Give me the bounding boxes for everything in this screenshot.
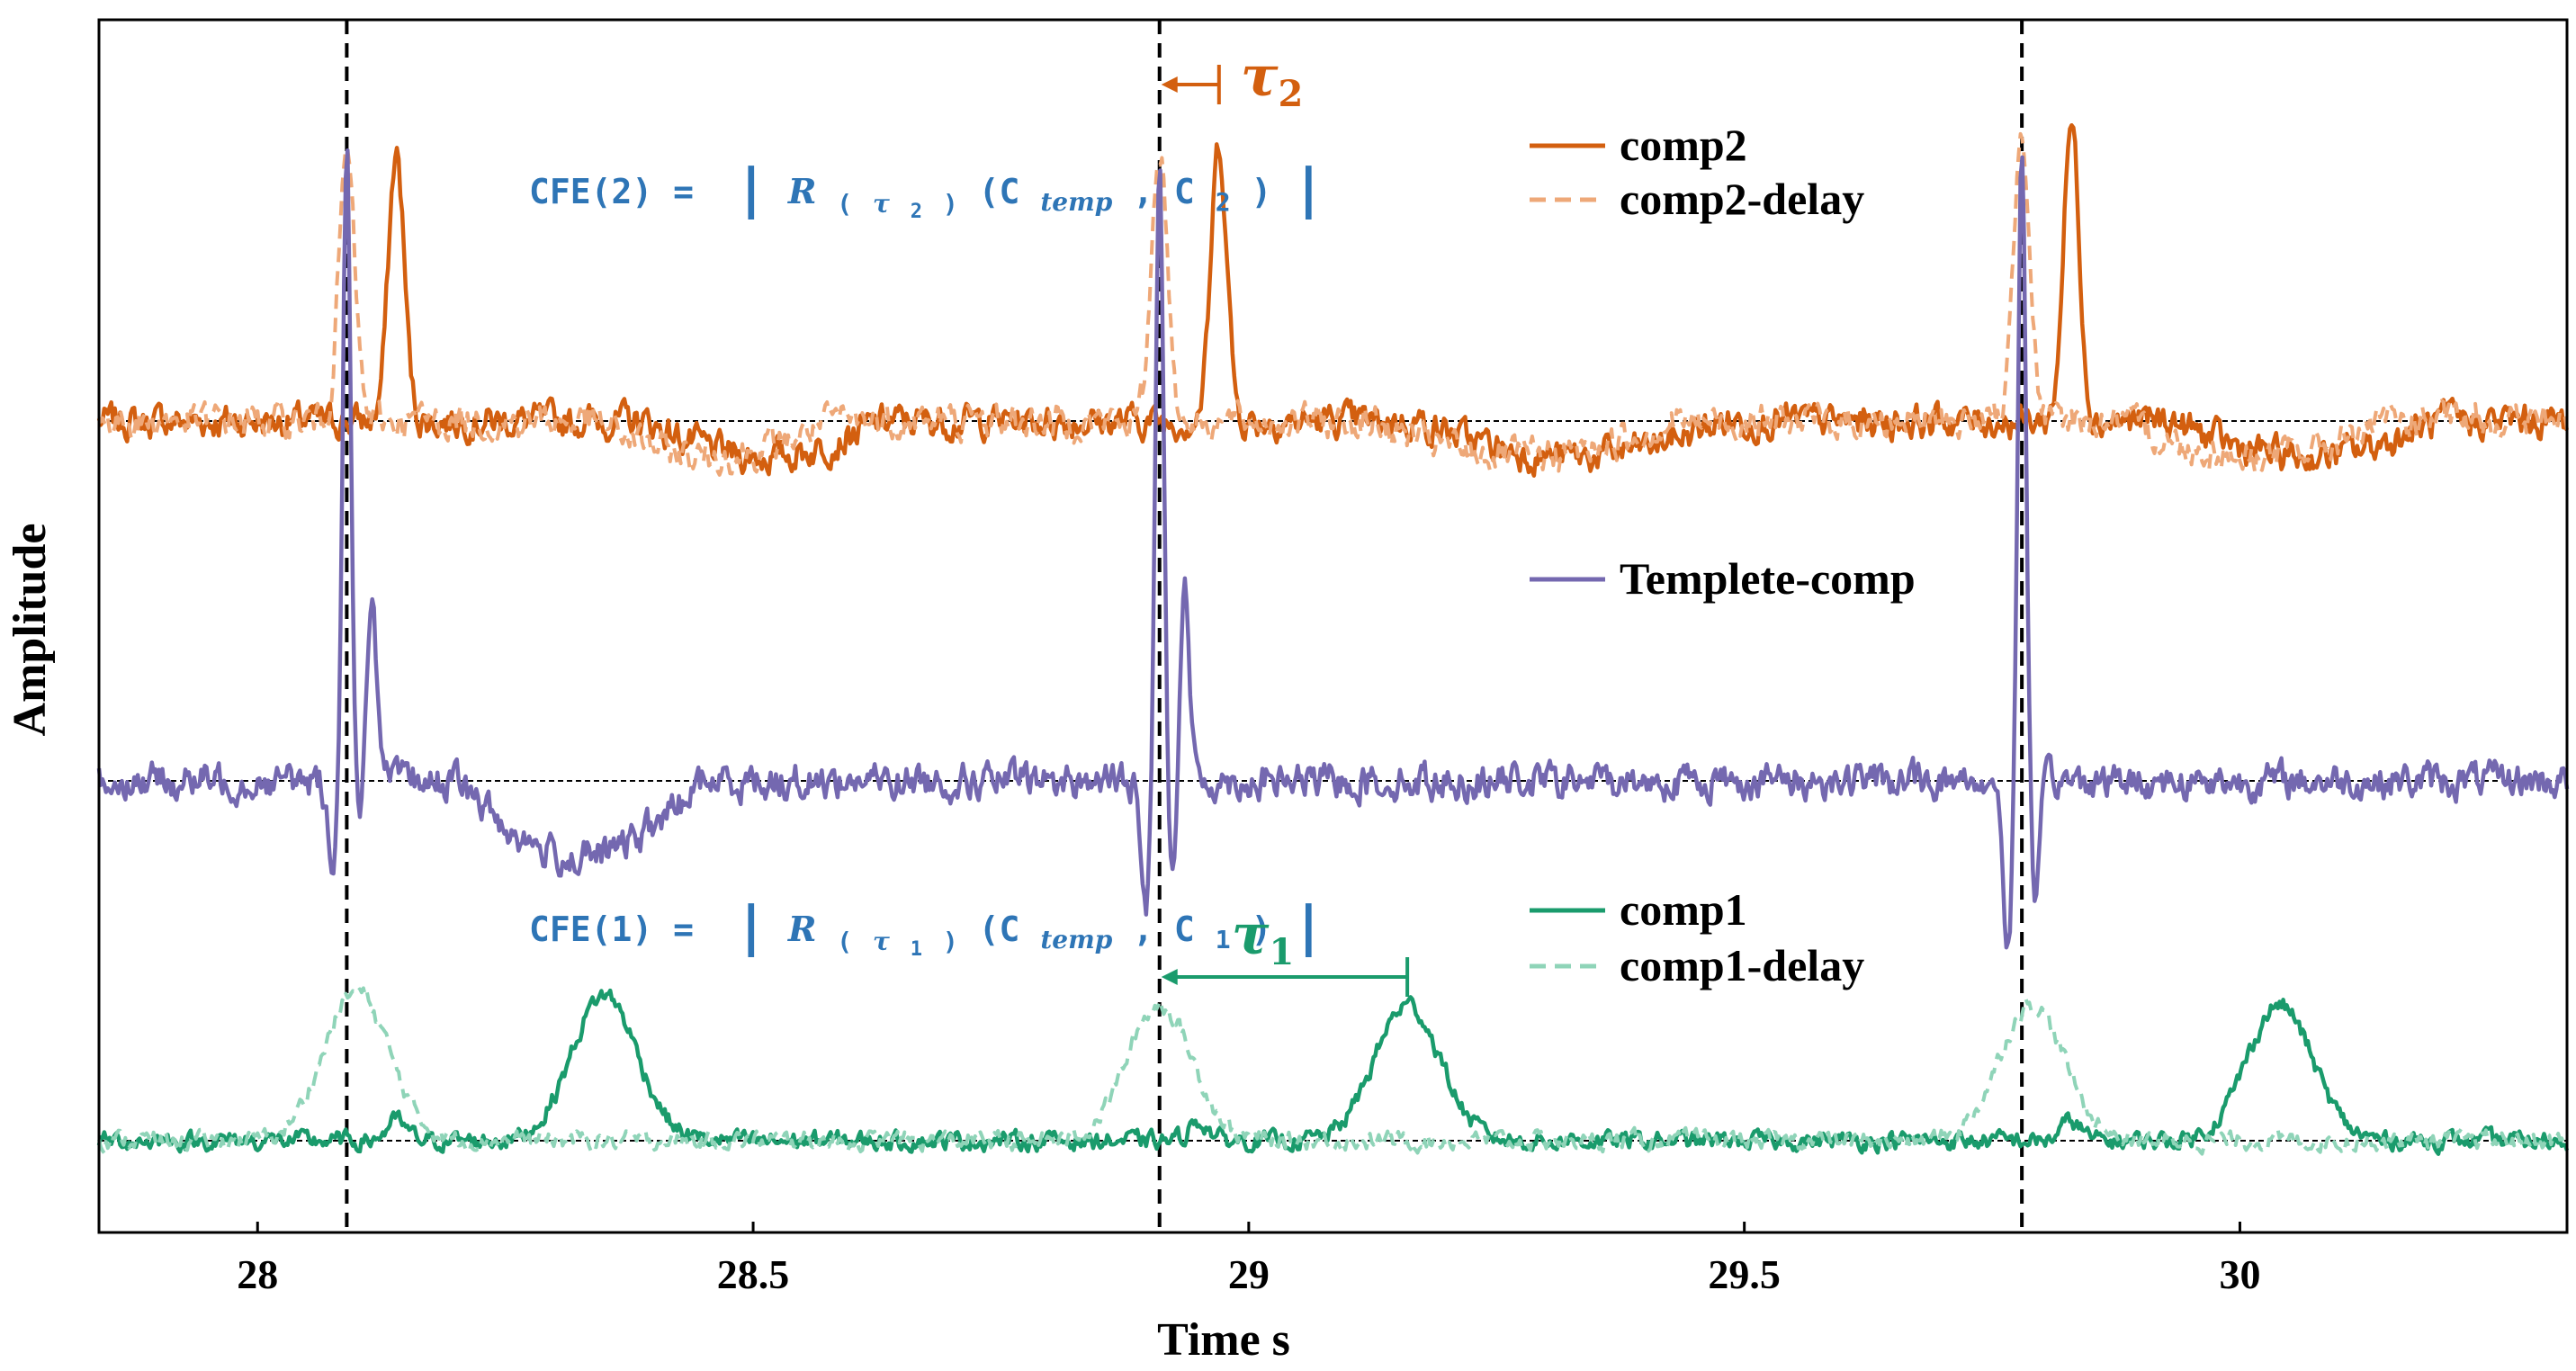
y-axis-label: Amplitude	[4, 524, 56, 737]
legend-label-comp2-delay: comp2-delay	[1620, 174, 1864, 224]
svg-text:CFE(1) = | R: CFE(1) = | R ( τ 1 ) (C temp , C 1 ) |	[529, 895, 1324, 963]
cfe1-annotation: CFE(1) = | R ( τ 1 ) (C temp , C 1 ) |	[529, 895, 1324, 963]
legend-label-comp2: comp2	[1620, 120, 1747, 170]
cfe2-r: R	[787, 171, 817, 211]
cfe1-close: )	[1251, 910, 1271, 949]
x-ticks: 28 28.5 29 29.5 30	[237, 1222, 2260, 1297]
cfe1-paren-close: )	[943, 927, 958, 956]
tau1-sub: 1	[1269, 931, 1294, 973]
tau2-sub: 2	[1279, 73, 1304, 115]
cfe2-open: (C	[979, 172, 1020, 211]
cfe1-r: R	[787, 909, 817, 949]
x-tick-label: 30	[2219, 1251, 2260, 1297]
x-tick-label: 28.5	[717, 1251, 790, 1297]
event-lines	[345, 20, 2024, 1232]
series-comp2	[96, 122, 2570, 478]
cfe2-temp: temp	[1040, 187, 1112, 217]
tau1-annotation: τ1	[1161, 901, 1410, 997]
series-group	[96, 122, 2570, 1156]
x-tick-label: 29.5	[1708, 1251, 1781, 1297]
cfe1-tau-sub: 1	[911, 938, 922, 961]
cfe1-prefix: CFE(1) =	[529, 910, 714, 949]
cfe2-tau: τ	[873, 189, 890, 219]
series-comp1-delay	[97, 986, 2568, 1156]
cfe2-prefix: CFE(2) =	[529, 172, 714, 211]
plot-frame	[97, 18, 2569, 1234]
cfe2-comma: , C	[1133, 172, 1195, 211]
cfe1-bar-right: |	[1292, 895, 1324, 958]
cfe1-comma: , C	[1133, 910, 1195, 949]
svg-text:CFE(2) = | R: CFE(2) = | R ( τ 2 ) (C temp , C 2 ) |	[529, 157, 1324, 226]
cfe2-paren-close: )	[943, 189, 958, 219]
cfe1-bar-left: |	[735, 895, 767, 958]
cfe1-c-sub: 1	[1216, 925, 1231, 954]
tau1-label: τ1	[1232, 901, 1295, 973]
tau2-annotation: τ2	[1161, 43, 1304, 115]
x-axis-label: Time s	[1157, 1314, 1290, 1366]
cfe2-c-sub: 2	[1216, 187, 1231, 217]
cfe2-bar-right: |	[1292, 157, 1324, 220]
cfe2-paren-open: (	[837, 189, 852, 219]
cfe1-open: (C	[979, 910, 1020, 949]
series-comp2-delay	[97, 131, 2569, 477]
tau2-symbol: τ	[1241, 43, 1279, 109]
plot-background	[99, 20, 2567, 1232]
tau2-label: τ2	[1241, 43, 1304, 115]
x-tick-label: 29	[1228, 1251, 1270, 1297]
tau2-arrow-head	[1161, 76, 1178, 93]
cfe1-temp: temp	[1040, 925, 1112, 954]
x-tick-label: 28	[237, 1251, 278, 1297]
tau1-arrow-head	[1161, 969, 1178, 985]
tau1-symbol: τ	[1232, 901, 1270, 967]
cfe1-tau: τ	[873, 927, 890, 956]
legend-label-comp1: comp1	[1620, 884, 1747, 935]
legend-label-Templete-comp: Templete-comp	[1620, 553, 1916, 604]
series-Templete-comp	[96, 148, 2570, 950]
legend-label-comp1-delay: comp1-delay	[1620, 940, 1864, 990]
cfe2-close: )	[1251, 172, 1271, 211]
cfe2-tau-sub: 2	[911, 201, 922, 223]
cfe2-bar-left: |	[735, 157, 767, 220]
cfe1-paren-open: (	[837, 927, 852, 956]
cfe2-annotation: CFE(2) = | R ( τ 2 ) (C temp , C 2 ) |	[529, 157, 1324, 226]
